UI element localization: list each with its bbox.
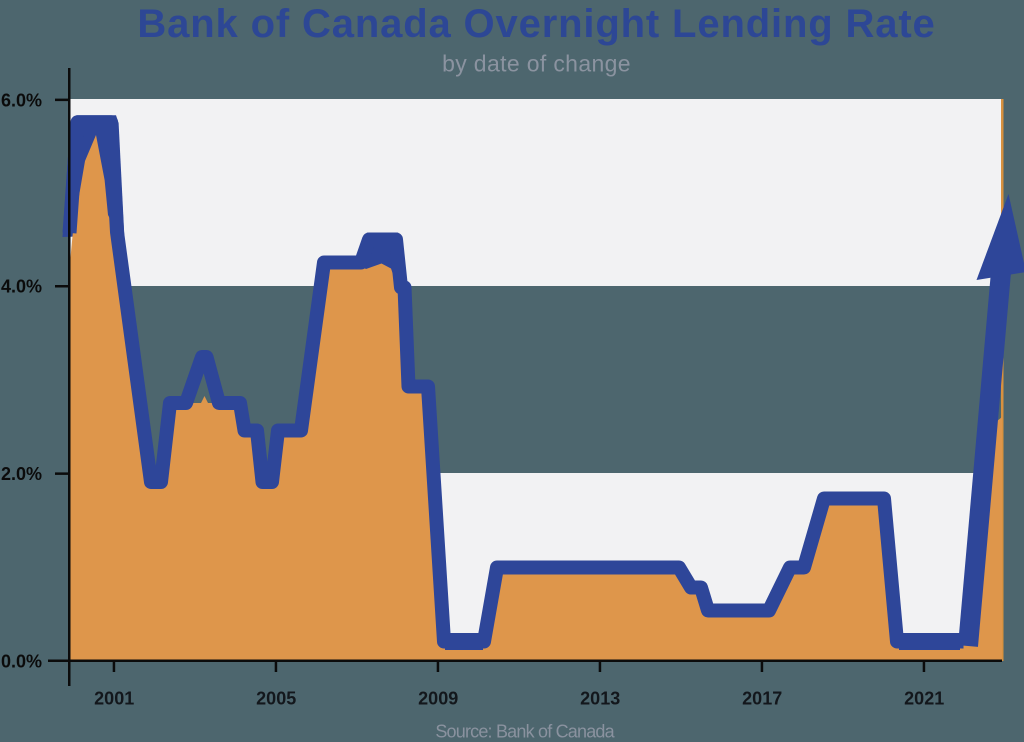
svg-text:6.0%: 6.0% xyxy=(1,90,42,110)
svg-text:by date of change: by date of change xyxy=(442,50,631,76)
svg-text:2001: 2001 xyxy=(94,689,134,709)
svg-text:4.0%: 4.0% xyxy=(1,277,42,297)
svg-text:Source: Bank of Canada: Source: Bank of Canada xyxy=(435,722,615,742)
svg-text:2021: 2021 xyxy=(904,689,944,709)
svg-text:2009: 2009 xyxy=(418,689,458,709)
svg-text:2.0%: 2.0% xyxy=(1,464,42,484)
svg-text:2005: 2005 xyxy=(256,689,296,709)
svg-text:Bank of Canada Overnight Lendi: Bank of Canada Overnight Lending Rate xyxy=(137,2,935,46)
svg-text:2013: 2013 xyxy=(580,689,620,709)
svg-text:0.0%: 0.0% xyxy=(1,651,42,671)
svg-text:2017: 2017 xyxy=(742,689,782,709)
